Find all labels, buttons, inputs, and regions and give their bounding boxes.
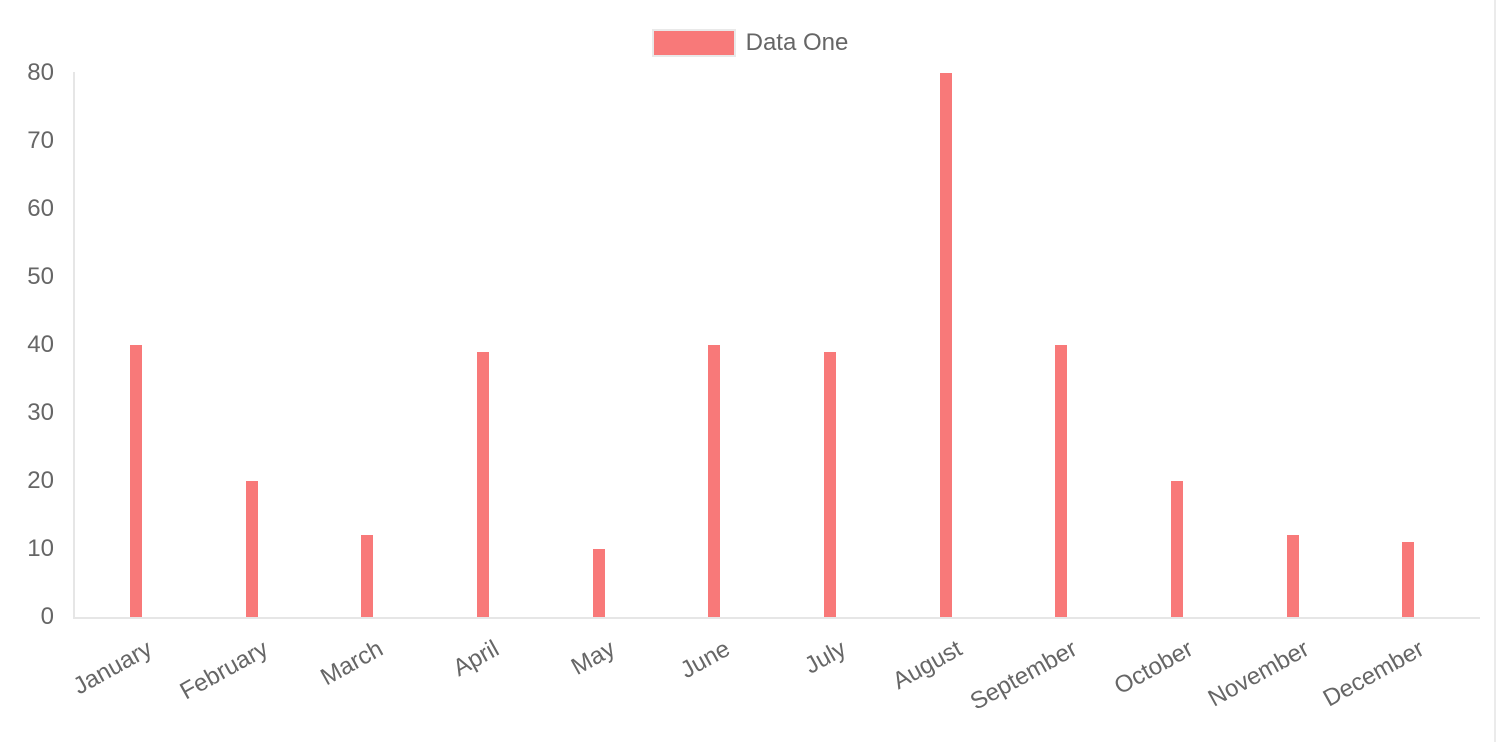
page-right-border (1494, 0, 1496, 742)
x-axis-tick-label-march: March (316, 635, 388, 692)
y-axis-tick-label-70: 70 (27, 127, 54, 154)
y-axis-tick-label-30: 30 (27, 399, 54, 426)
chart-legend: Data One (0, 29, 1500, 57)
x-axis-tick-label-june: June (676, 635, 735, 684)
bar-july[interactable] (823, 351, 836, 617)
x-axis-tick-label-april: April (448, 635, 504, 683)
y-axis-line (73, 72, 75, 619)
y-axis-tick-label-10: 10 (27, 535, 54, 562)
bar-september[interactable] (1055, 345, 1068, 617)
legend-label: Data One (745, 29, 849, 56)
x-axis-tick-label-february: February (175, 635, 273, 706)
bar-june[interactable] (708, 345, 721, 617)
y-axis-tick-label-80: 80 (27, 59, 54, 86)
bar-december[interactable] (1402, 542, 1415, 617)
x-axis-tick-label-november: November (1203, 635, 1314, 713)
y-axis-tick-label-20: 20 (27, 467, 54, 494)
legend-swatch-icon (651, 29, 736, 57)
x-axis-tick-label-january: January (68, 635, 157, 701)
x-axis-tick-label-may: May (566, 635, 620, 681)
y-axis-tick-label-0: 0 (40, 603, 54, 630)
x-axis-tick-label-august: August (887, 635, 967, 695)
bar-october[interactable] (1170, 481, 1183, 617)
y-axis-tick-label-40: 40 (27, 331, 54, 358)
y-axis-tick-label-50: 50 (27, 263, 54, 290)
y-axis-tick-label-60: 60 (27, 195, 54, 222)
x-axis-tick-label-october: October (1109, 635, 1198, 701)
bar-march[interactable] (361, 535, 374, 617)
legend-item-data-one[interactable]: Data One (651, 29, 849, 57)
x-axis-tick-label-september: September (965, 635, 1082, 716)
bar-november[interactable] (1286, 535, 1299, 617)
bar-august[interactable] (939, 73, 952, 617)
bar-may[interactable] (592, 549, 605, 617)
x-axis-tick-label-december: December (1318, 635, 1429, 713)
bar-february[interactable] (245, 481, 258, 617)
x-axis-line (73, 617, 1480, 619)
x-axis-tick-label-july: July (800, 635, 851, 680)
bar-april[interactable] (476, 351, 489, 617)
bar-january[interactable] (129, 345, 142, 617)
